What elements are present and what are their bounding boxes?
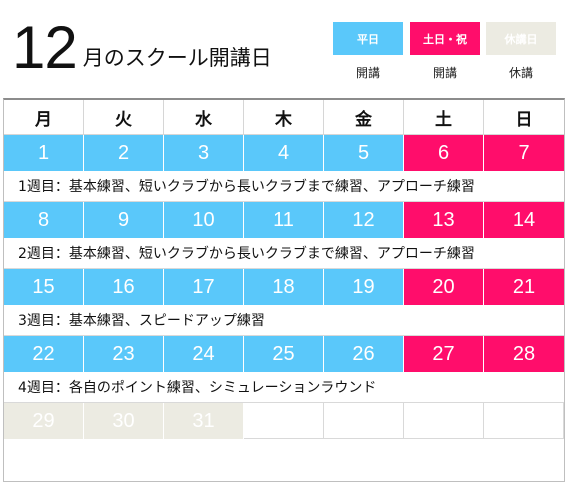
day-cell: 9	[84, 202, 164, 238]
day-cell: 10	[164, 202, 244, 238]
day-cell: 12	[324, 202, 404, 238]
day-cell: 25	[244, 336, 324, 372]
weekday-thu: 木	[244, 100, 324, 135]
legend-label-holiday: 土日・祝	[410, 22, 480, 55]
empty-cell	[484, 403, 564, 439]
weekday-header: 月 火 水 木 金 土 日	[4, 100, 564, 135]
week-2-days: 8 9 10 11 12 13 14	[4, 202, 564, 238]
legend-label-weekday: 平日	[333, 22, 403, 55]
legend-caption-holiday: 開講	[432, 66, 457, 80]
day-cell: 21	[484, 269, 564, 305]
legend-item-holiday: 土日・祝 開講	[410, 22, 480, 81]
week-5-days: 29 30 31	[4, 403, 564, 439]
day-cell: 19	[324, 269, 404, 305]
day-cell: 23	[84, 336, 164, 372]
weekday-sat: 土	[404, 100, 484, 135]
legend-caption-weekday: 開講	[355, 66, 380, 80]
weekday-wed: 水	[164, 100, 244, 135]
day-cell: 29	[4, 403, 84, 439]
day-cell: 22	[4, 336, 84, 372]
day-cell: 30	[84, 403, 164, 439]
day-cell: 13	[404, 202, 484, 238]
day-cell: 6	[404, 135, 484, 171]
legend-label-closed: 休講日	[486, 22, 556, 55]
weekday-fri: 金	[324, 100, 404, 135]
week-4-note: 4週目：各自のポイント練習、シミュレーションラウンド	[4, 372, 564, 403]
week-3-days: 15 16 17 18 19 20 21	[4, 269, 564, 305]
day-cell: 5	[324, 135, 404, 171]
day-cell: 2	[84, 135, 164, 171]
day-cell: 4	[244, 135, 324, 171]
day-cell: 18	[244, 269, 324, 305]
week-1-days: 1 2 3 4 5 6 7	[4, 135, 564, 171]
legend-item-weekday: 平日 開講	[333, 22, 403, 81]
week-1-note: 1週目：基本練習、短いクラブから長いクラブまで練習、アプローチ練習	[4, 171, 564, 202]
day-cell: 11	[244, 202, 324, 238]
day-cell: 15	[4, 269, 84, 305]
day-cell: 14	[484, 202, 564, 238]
page-title: 12 月のスクール開講日	[12, 8, 272, 78]
day-cell: 24	[164, 336, 244, 372]
weekday-tue: 火	[84, 100, 164, 135]
weekday-sun: 日	[484, 100, 564, 135]
day-cell: 20	[404, 269, 484, 305]
week-4-days: 22 23 24 25 26 27 28	[4, 336, 564, 372]
empty-cell	[244, 403, 324, 439]
day-cell: 17	[164, 269, 244, 305]
day-cell: 28	[484, 336, 564, 372]
title-text: 月のスクール開講日	[82, 46, 272, 70]
day-cell: 8	[4, 202, 84, 238]
legend-item-closed: 休講日 休講	[486, 22, 556, 81]
legend-caption-closed: 休講	[508, 66, 533, 80]
day-cell: 31	[164, 403, 244, 439]
week-3-note: 3週目：基本練習、スピードアップ練習	[4, 305, 564, 336]
legend: 平日 開講 土日・祝 開講 休講日 休講	[333, 22, 556, 82]
day-cell: 16	[84, 269, 164, 305]
empty-cell	[324, 403, 404, 439]
week-2-note: 2週目：基本練習、短いクラブから長いクラブまで練習、アプローチ練習	[4, 238, 564, 269]
weekday-mon: 月	[4, 100, 84, 135]
calendar: 月 火 水 木 金 土 日 1 2 3 4 5 6 7 1週目：基本練習、短いク…	[3, 98, 565, 482]
day-cell: 26	[324, 336, 404, 372]
empty-cell	[404, 403, 484, 439]
day-cell: 1	[4, 135, 84, 171]
title-month: 12	[12, 14, 78, 81]
week-5-note	[4, 439, 564, 470]
day-cell: 27	[404, 336, 484, 372]
day-cell: 3	[164, 135, 244, 171]
day-cell: 7	[484, 135, 564, 171]
